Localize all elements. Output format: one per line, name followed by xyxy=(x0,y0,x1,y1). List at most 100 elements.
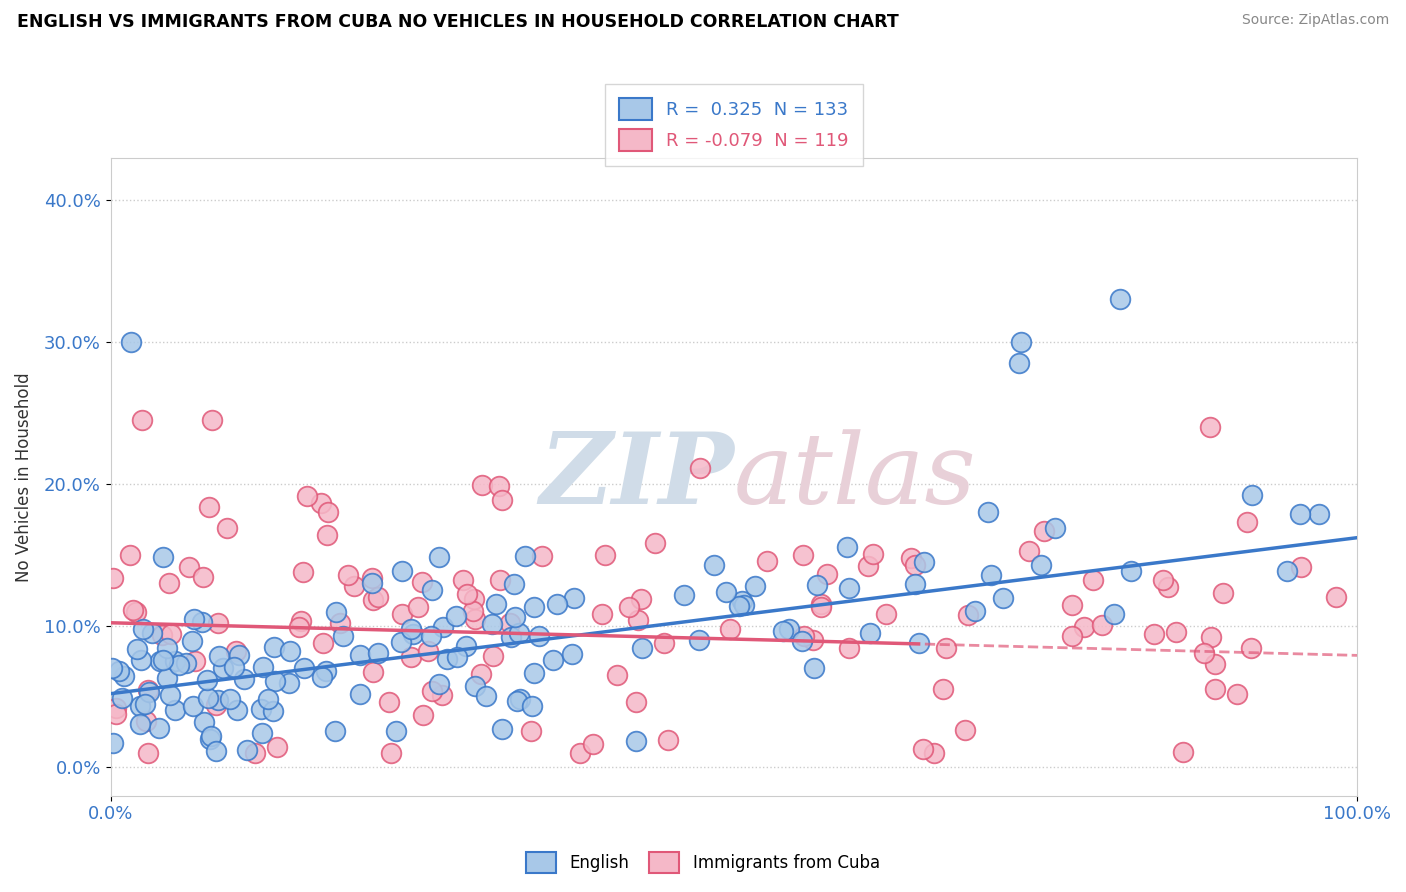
Point xyxy=(790,633,813,648)
Point xyxy=(520,723,543,738)
Point xyxy=(806,578,828,592)
Point xyxy=(568,746,591,760)
Point xyxy=(252,660,274,674)
Point xyxy=(193,714,215,729)
Point xyxy=(292,565,315,579)
Point xyxy=(402,626,425,640)
Point xyxy=(1152,573,1174,587)
Point xyxy=(530,549,553,564)
Point xyxy=(225,703,247,717)
Point xyxy=(508,626,530,640)
Point xyxy=(430,689,453,703)
Point xyxy=(228,648,250,662)
Point xyxy=(624,734,647,748)
Point xyxy=(135,714,157,728)
Point xyxy=(420,583,443,598)
Point xyxy=(446,649,468,664)
Point xyxy=(152,549,174,564)
Point xyxy=(205,743,228,757)
Point xyxy=(505,694,527,708)
Point xyxy=(1060,629,1083,643)
Point xyxy=(422,683,444,698)
Point xyxy=(118,549,141,563)
Point xyxy=(471,478,494,492)
Point xyxy=(243,746,266,760)
Point xyxy=(131,413,153,427)
Point xyxy=(167,658,190,673)
Point xyxy=(257,691,280,706)
Point xyxy=(595,549,617,563)
Point xyxy=(1236,515,1258,529)
Point xyxy=(1010,334,1032,349)
Point xyxy=(488,573,510,587)
Point xyxy=(463,591,485,606)
Point xyxy=(138,746,160,760)
Point xyxy=(195,673,218,687)
Point xyxy=(125,605,148,619)
Point xyxy=(129,717,152,731)
Point xyxy=(859,626,882,640)
Point xyxy=(1008,356,1031,370)
Point xyxy=(803,632,825,647)
Point xyxy=(520,699,543,714)
Point xyxy=(262,704,284,718)
Point xyxy=(252,726,274,740)
Point xyxy=(924,746,946,760)
Point xyxy=(295,489,318,503)
Point xyxy=(315,528,337,542)
Point xyxy=(1073,620,1095,634)
Point xyxy=(207,693,229,707)
Point xyxy=(728,599,751,613)
Point xyxy=(211,661,233,675)
Point xyxy=(541,653,564,667)
Point xyxy=(412,708,434,723)
Point xyxy=(1143,627,1166,641)
Point xyxy=(263,640,285,655)
Point xyxy=(165,703,187,717)
Point xyxy=(509,691,531,706)
Point xyxy=(205,698,228,712)
Point xyxy=(778,622,800,636)
Point xyxy=(956,608,979,623)
Point xyxy=(756,554,779,568)
Point xyxy=(932,682,955,697)
Point xyxy=(1204,657,1226,671)
Legend: R =  0.325  N = 133, R = -0.079  N = 119: R = 0.325 N = 133, R = -0.079 N = 119 xyxy=(605,84,863,166)
Point xyxy=(384,723,406,738)
Text: Source: ZipAtlas.com: Source: ZipAtlas.com xyxy=(1241,13,1389,28)
Point xyxy=(491,492,513,507)
Point xyxy=(904,558,927,572)
Point xyxy=(792,548,814,562)
Point xyxy=(208,649,231,664)
Point xyxy=(311,496,333,510)
Point xyxy=(1119,565,1142,579)
Point xyxy=(342,579,364,593)
Point xyxy=(1308,507,1330,521)
Point xyxy=(360,575,382,590)
Y-axis label: No Vehicles in Household: No Vehicles in Household xyxy=(15,372,32,582)
Point xyxy=(630,592,652,607)
Point xyxy=(835,540,858,554)
Point xyxy=(862,548,884,562)
Point xyxy=(582,737,605,751)
Point xyxy=(266,739,288,754)
Point xyxy=(411,574,433,589)
Point xyxy=(907,636,929,650)
Point xyxy=(505,610,527,624)
Point xyxy=(380,746,402,760)
Point xyxy=(136,682,159,697)
Point xyxy=(744,579,766,593)
Point xyxy=(672,588,695,602)
Point xyxy=(399,622,422,636)
Point xyxy=(101,736,124,750)
Point xyxy=(454,640,477,654)
Point xyxy=(197,690,219,705)
Point xyxy=(361,665,384,679)
Point xyxy=(105,706,128,721)
Point xyxy=(1062,599,1084,613)
Point xyxy=(627,613,650,627)
Point xyxy=(132,623,155,637)
Point xyxy=(1212,586,1234,600)
Point xyxy=(190,615,212,629)
Point xyxy=(803,661,825,675)
